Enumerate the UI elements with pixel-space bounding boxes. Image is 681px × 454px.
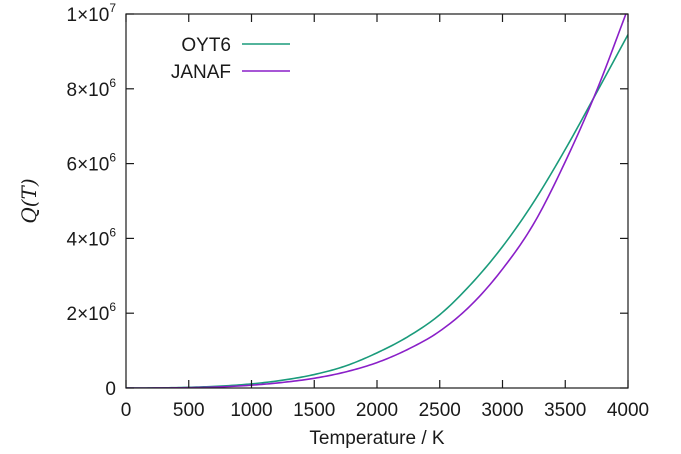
x-tick-label: 2000 bbox=[356, 400, 398, 421]
legend: OYT6 JANAF bbox=[171, 35, 290, 83]
x-tick-label: 1500 bbox=[293, 400, 335, 421]
y-tick-label: 2×106 bbox=[67, 300, 117, 325]
legend-label-janaf: JANAF bbox=[171, 62, 231, 83]
y-tick-label: 6×106 bbox=[67, 151, 117, 176]
series-line-oyt6 bbox=[126, 34, 628, 388]
x-tick-label: 1000 bbox=[230, 400, 272, 421]
x-tick-label: 4000 bbox=[607, 400, 649, 421]
x-tick-label: 0 bbox=[121, 400, 132, 421]
ticks-layer bbox=[125, 13, 629, 389]
y-tick-labels: 0 2×106 4×106 6×106 8×106 1×107 bbox=[67, 1, 117, 400]
x-axis-title: Temperature / K bbox=[309, 428, 444, 449]
y-tick-label: 1×107 bbox=[67, 1, 117, 26]
x-tick-label: 500 bbox=[173, 400, 205, 421]
y-axis-title: Q(T) bbox=[17, 178, 41, 223]
y-tick-label: 8×106 bbox=[67, 76, 117, 101]
x-tick-label: 2500 bbox=[419, 400, 461, 421]
y-tick-label: 0 bbox=[105, 379, 116, 400]
y-tick-label: 4×106 bbox=[67, 225, 117, 250]
series-layer bbox=[126, 14, 628, 388]
series-line-janaf bbox=[126, 14, 627, 388]
x-tick-label: 3000 bbox=[481, 400, 523, 421]
legend-label-oyt6: OYT6 bbox=[181, 35, 231, 56]
x-tick-label: 3500 bbox=[544, 400, 586, 421]
x-tick-labels: 0 500 1000 1500 2000 2500 3000 3500 4000 bbox=[121, 400, 649, 421]
